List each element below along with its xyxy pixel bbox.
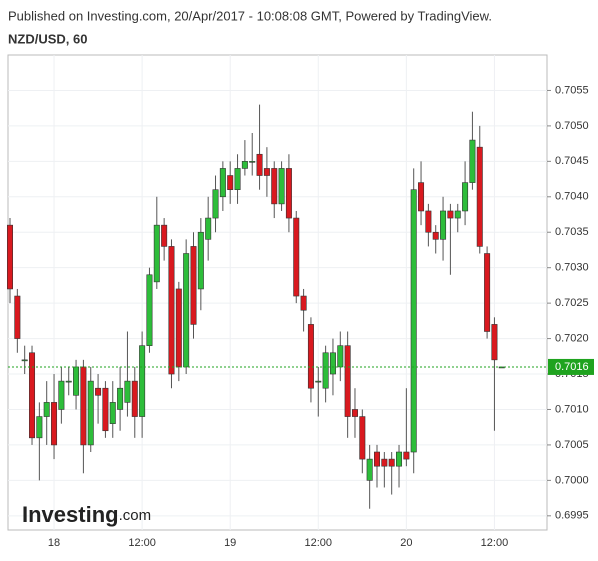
candle-body [7,224,14,290]
candles [7,104,547,509]
candle-body [197,231,204,290]
candle-body [351,409,358,417]
candle-body [241,161,248,169]
x-tick-label: 12:00 [128,537,156,549]
candle-body [249,161,256,163]
candle-body [14,295,21,339]
candle-body [21,359,28,362]
candle-body [476,146,483,247]
y-tick-label: 0.7020 [555,332,589,344]
candle-body [36,416,43,439]
published-note: Published on Investing.com, 20/Apr/2017 … [8,8,492,23]
y-tick-label: 0.7030 [555,262,589,274]
candle-body [87,380,94,446]
grid [8,55,547,530]
candle-body [256,153,263,176]
candle-body [183,253,190,368]
candle-body [58,380,65,410]
candle-body [161,224,168,247]
candle-body [307,324,314,389]
x-tick-label: 12:00 [481,537,509,549]
axis-labels: 0.69950.70000.70050.70100.70150.70200.70… [48,84,594,549]
candle-body [227,175,234,191]
candle-body [285,168,292,219]
candle-body [263,168,270,176]
candle-body [491,324,498,361]
candle-body [373,451,380,467]
y-tick-label: 0.7005 [555,439,589,451]
last-price-box [548,358,594,375]
x-tick-label: 18 [48,537,60,549]
candle-body [440,210,447,240]
candle-body [337,345,344,368]
candle-body [124,380,131,403]
x-tick-label: 19 [224,537,236,549]
candle-body [396,451,403,467]
candle-body [139,345,146,417]
candle-body [190,246,197,325]
candle-body [51,402,58,446]
candle-body [219,168,226,198]
candle-body [425,210,432,233]
candle-body [359,416,366,460]
y-tick-label: 0.7040 [555,191,589,203]
y-tick-label: 0.7010 [555,403,589,415]
y-tick-label: 0.7035 [555,226,589,238]
candle-body [432,231,439,240]
candle-body [344,345,351,417]
logo-suffix: .com [119,507,152,524]
candle-body [454,210,461,219]
candle-body [462,182,469,212]
candle-body [388,458,395,467]
candle-body [469,139,476,183]
symbol-title: NZD/USD, 60 [8,31,87,46]
candle-body [315,380,322,383]
y-tick-label: 0.6995 [555,510,589,522]
candle-body [403,451,410,460]
candle-body [447,210,454,219]
candle-body [29,352,36,439]
candle-body [109,402,116,424]
candle-body [278,168,285,205]
last-price-label: 0.7016 [555,361,589,373]
y-tick-label: 0.7055 [555,84,589,96]
candle-body [73,366,80,396]
candle-body [322,352,329,389]
candle-body [329,352,336,375]
candle-body [153,224,160,283]
candle-body [43,402,50,417]
y-tick-label: 0.7050 [555,120,589,132]
candle-body [234,168,241,191]
candle-body [418,182,425,212]
candle-body [80,366,87,446]
x-tick-label: 20 [400,537,412,549]
candle-body [205,217,212,240]
candle-body [484,253,491,332]
candle-body [146,274,153,346]
candle-body [366,458,373,481]
y-tick-label: 0.7025 [555,297,589,309]
candle-body [381,458,388,467]
plot-frame [7,54,548,531]
y-tick-label: 0.7045 [555,155,589,167]
candle-body [102,387,109,432]
candle-body [65,380,72,383]
logo: Investing.com [22,502,151,527]
x-tick-label: 12:00 [305,537,333,549]
y-tick-label: 0.7000 [555,474,589,486]
candle-body [300,295,307,311]
candle-body [131,380,138,417]
candle-body [117,387,124,410]
candle-body [212,189,219,219]
candle-body [293,217,300,297]
candle-body [95,387,102,396]
candle-body [410,189,417,453]
candle-body [175,288,182,368]
candle-body [168,246,175,375]
candle-body [271,168,278,205]
logo-name: Investing [22,502,119,527]
